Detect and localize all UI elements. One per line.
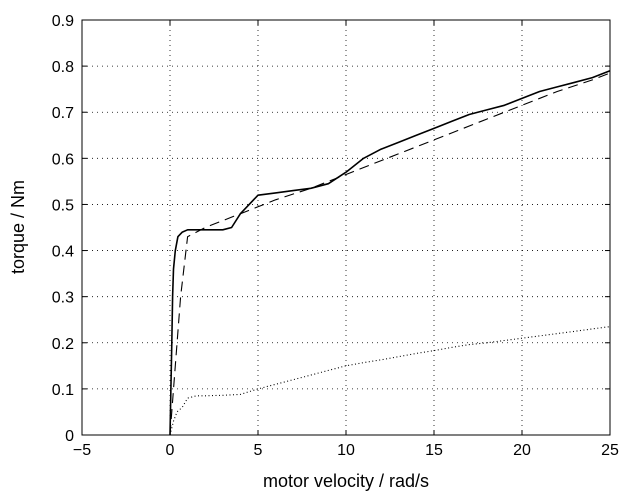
y-tick-label: 0.8 (52, 59, 74, 76)
x-tick-label: 25 (601, 442, 619, 459)
x-tick-label: 10 (337, 442, 355, 459)
y-tick-label: 0.6 (52, 151, 74, 168)
series-line-dotted (169, 326, 611, 436)
series-line-solid (169, 69, 611, 436)
y-tick-label: 0.4 (52, 244, 74, 261)
y-tick-label: 0.5 (52, 197, 74, 214)
y-tick-label: 0.9 (52, 13, 74, 30)
x-tick-label: 15 (425, 442, 443, 459)
grid (82, 20, 610, 435)
x-tick-label: 5 (254, 442, 263, 459)
x-tick-label: 20 (513, 442, 531, 459)
y-axis-label: torque / Nm (8, 180, 28, 274)
series-layer (169, 69, 611, 436)
series-line-dashed (169, 72, 611, 436)
y-tick-label: 0.3 (52, 290, 74, 307)
y-tick-label: 0.2 (52, 336, 74, 353)
x-axis-label: motor velocity / rad/s (263, 471, 429, 491)
y-tick-label: 0.7 (52, 105, 74, 122)
plot-background (82, 20, 610, 435)
y-tick-label: 0 (65, 428, 74, 445)
y-tick-label: 0.1 (52, 382, 74, 399)
x-tick-label: −5 (73, 442, 91, 459)
x-tick-label: 0 (166, 442, 175, 459)
